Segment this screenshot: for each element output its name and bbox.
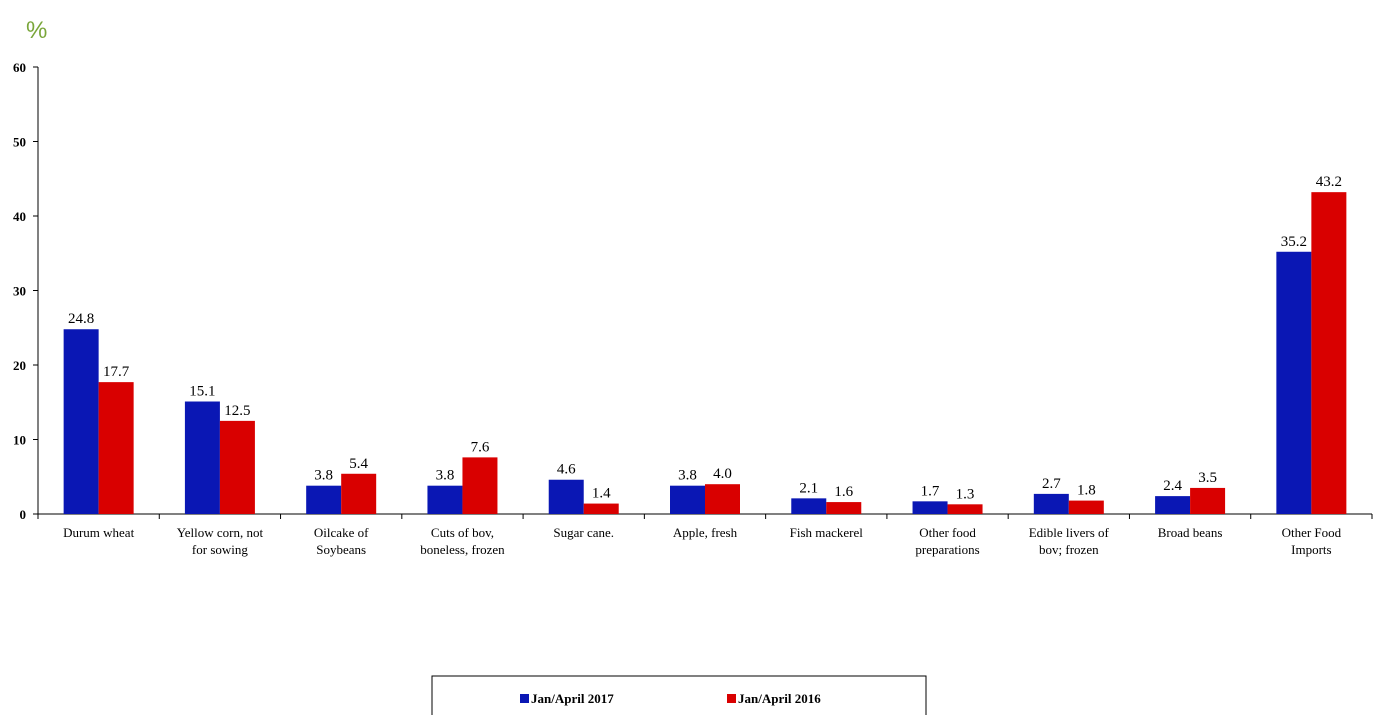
data-label: 2.4 (1163, 478, 1182, 494)
bar (1155, 496, 1191, 514)
y-tick-label: 30 (13, 284, 26, 299)
bar (306, 485, 342, 514)
bar (705, 484, 740, 514)
bar (219, 420, 255, 514)
data-label: 3.8 (678, 468, 697, 484)
category-label-line: Edible livers of (1029, 525, 1110, 540)
category-label-line: boneless, frozen (420, 542, 505, 557)
category-label-line: Cuts of bov, (431, 525, 494, 540)
legend-swatch (520, 694, 529, 703)
bar (1068, 500, 1104, 514)
bar (912, 501, 948, 514)
data-label: 17.7 (103, 364, 130, 380)
bar (1276, 251, 1312, 514)
category-label-line: Other food (919, 525, 976, 540)
bar (548, 479, 584, 514)
y-tick-label: 50 (13, 135, 26, 150)
bar (427, 485, 463, 514)
category-label-line: Soybeans (316, 542, 366, 557)
bar (1311, 192, 1347, 514)
bar (1033, 493, 1069, 514)
category-label-line: bov; frozen (1039, 542, 1099, 557)
category-label: Fish mackerel (790, 525, 864, 540)
labels: 24.8 17.7 Durum wheat 15.1 12.5 Yellow corn, … (63, 174, 1342, 557)
data-label: 15.1 (189, 384, 215, 400)
data-label: 1.7 (921, 483, 940, 499)
category-label-line: Other Food (1282, 525, 1342, 540)
category-label: Oilcake of Soybeans (314, 525, 369, 557)
data-label: 3.5 (1198, 470, 1217, 486)
bar (184, 401, 220, 514)
category-label-line: Sugar cane. (553, 525, 614, 540)
category-label: Other Food Imports (1282, 525, 1342, 557)
y-tick-label: 60 (13, 60, 26, 75)
bar (947, 504, 983, 514)
y-tick-label: 40 (13, 209, 26, 224)
data-label: 5.4 (349, 456, 368, 472)
category-label: Sugar cane. (553, 525, 614, 540)
data-label: 12.5 (224, 403, 250, 419)
data-label: 1.6 (834, 484, 853, 500)
data-label: 2.7 (1042, 476, 1061, 492)
data-label: 4.0 (713, 466, 732, 482)
legend: Jan/April 2017 Jan/April 2016 (431, 675, 927, 715)
category-label-line: preparations (915, 542, 979, 557)
data-label: 4.6 (557, 462, 576, 478)
data-label: 43.2 (1316, 174, 1342, 190)
category-label-line: Apple, fresh (673, 525, 738, 540)
bars (63, 192, 1347, 514)
legend-label: Jan/April 2016 (738, 691, 821, 706)
bar (670, 485, 705, 514)
legend-swatch (727, 694, 736, 703)
category-label-line: Durum wheat (63, 525, 135, 540)
category-label: Broad beans (1158, 525, 1223, 540)
y-tick-label: 10 (13, 433, 26, 448)
category-label-line: Fish mackerel (790, 525, 864, 540)
legend-label: Jan/April 2017 (531, 691, 614, 706)
bar (826, 502, 862, 514)
category-label: Edible livers of bov; frozen (1029, 525, 1110, 557)
axes: 0 10 20 30 40 50 60 (13, 60, 1373, 522)
data-label: 35.2 (1281, 234, 1307, 250)
bar (341, 473, 377, 514)
category-label: Durum wheat (63, 525, 135, 540)
legend-box (431, 675, 927, 715)
bar (791, 498, 827, 514)
y-tick-label: 20 (13, 358, 26, 373)
data-label: 24.8 (68, 311, 94, 327)
category-label-line: Broad beans (1158, 525, 1223, 540)
bar (462, 457, 498, 514)
category-label-line: Oilcake of (314, 525, 369, 540)
category-label-line: for sowing (192, 542, 248, 557)
bar (1190, 487, 1226, 514)
bar (583, 503, 619, 514)
data-label: 7.6 (471, 439, 490, 455)
category-label-line: Yellow corn, not (177, 525, 264, 540)
data-label: 3.8 (436, 468, 455, 484)
y-tick-label: 0 (20, 507, 27, 522)
data-label: 2.1 (799, 480, 818, 496)
category-label: Apple, fresh (673, 525, 738, 540)
unit-label: % (26, 17, 47, 44)
category-label: Yellow corn, not for sowing (177, 525, 264, 557)
bar (63, 329, 99, 514)
category-label: Cuts of bov, boneless, frozen (420, 525, 505, 557)
data-label: 1.4 (592, 486, 611, 502)
data-label: 1.8 (1077, 483, 1096, 499)
category-label-line: Imports (1291, 542, 1331, 557)
data-label: 3.8 (314, 468, 333, 484)
data-label: 1.3 (956, 486, 975, 502)
category-label: Other food preparations (915, 525, 979, 557)
bar (98, 382, 134, 514)
